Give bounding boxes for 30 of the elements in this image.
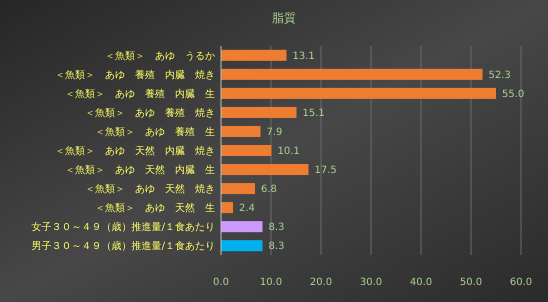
data-label: 13.1 [292, 50, 315, 62]
y-tick-label: ＜魚類＞ あゆ 天然 焼き [85, 183, 215, 196]
x-tick-label: 20.0 [310, 277, 332, 288]
x-tick-label: 10.0 [260, 277, 282, 288]
y-tick-label: ＜魚類＞ あゆ 養殖 内臓 生 [65, 88, 215, 100]
y-tick-label: ＜魚類＞ あゆ うるか [105, 50, 215, 62]
y-tick-label: 男子３０～４９（歳）推進量/１食あたり [32, 240, 215, 252]
data-label: 17.5 [314, 165, 337, 176]
x-tick-label: 30.0 [360, 277, 382, 288]
chart-title: 脂質 [272, 11, 296, 25]
x-tick-label: 50.0 [460, 277, 482, 288]
y-tick-label: ＜魚類＞ あゆ 天然 生 [95, 202, 215, 214]
data-label: 8.3 [268, 241, 284, 252]
y-tick-label: 女子３０～４９（歳）推進量/１食あたり [32, 221, 215, 234]
data-label: 15.1 [302, 108, 325, 119]
y-tick-label: ＜魚類＞ あゆ 養殖 内臓 焼き [55, 68, 215, 81]
y-tick-label: ＜魚類＞ あゆ 養殖 焼き [85, 106, 215, 119]
data-label: 55.0 [502, 88, 524, 100]
y-tick-label: ＜魚類＞ あゆ 養殖 生 [95, 126, 215, 138]
data-label: 10.1 [278, 146, 300, 157]
x-tick-label: 40.0 [410, 277, 432, 288]
y-tick-label: ＜魚類＞ あゆ 天然 内臓 生 [65, 164, 215, 176]
x-tick-label: 60.0 [510, 277, 532, 288]
data-label: 2.4 [239, 203, 255, 214]
data-label: 6.8 [261, 184, 277, 196]
x-tick-label: 0.0 [213, 277, 229, 288]
data-label: 8.3 [268, 222, 284, 234]
data-label: 52.3 [488, 70, 511, 81]
data-label: 7.9 [266, 126, 282, 138]
y-tick-label: ＜魚類＞ あゆ 天然 内臓 焼き [55, 145, 215, 157]
